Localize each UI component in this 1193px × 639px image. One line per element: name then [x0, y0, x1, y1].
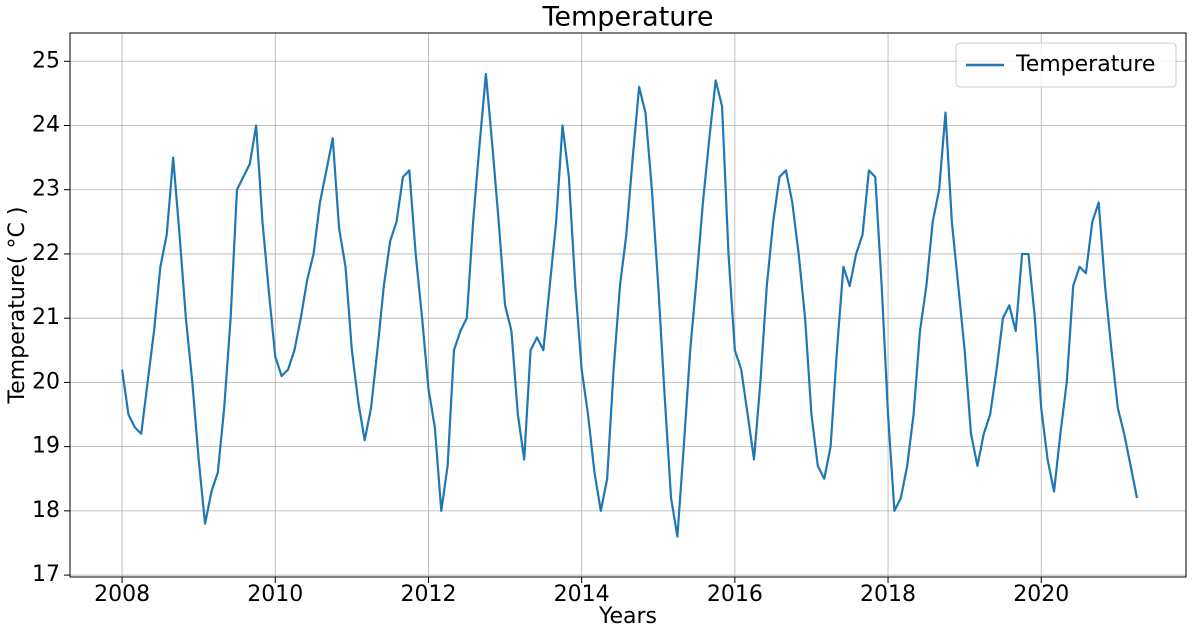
data-line	[121, 73, 1139, 538]
x-tick-label: 2020	[1013, 582, 1069, 607]
legend-label: Temperature	[1015, 52, 1155, 77]
x-tick-label: 2010	[247, 582, 303, 607]
y-tick-label: 21	[32, 305, 60, 330]
chart-title: Temperature	[541, 2, 713, 33]
y-axis-label: Temperature( °C )	[5, 207, 30, 405]
x-tick-label: 2014	[554, 582, 610, 607]
x-axis-label: Years	[598, 604, 657, 629]
y-tick-label: 23	[32, 177, 60, 202]
x-tick-label: 2012	[400, 582, 456, 607]
y-tick-label: 17	[32, 562, 60, 587]
plot-frame	[69, 32, 1187, 578]
x-tick-label: 2016	[707, 582, 763, 607]
y-tick-label: 18	[32, 498, 60, 523]
y-tick-label: 25	[32, 48, 60, 73]
legend-box	[955, 42, 1177, 88]
y-tick-label: 24	[32, 112, 60, 137]
y-tick-label: 22	[32, 241, 60, 266]
y-tick-label: 20	[32, 369, 60, 394]
x-tick-label: 2008	[94, 582, 150, 607]
y-tick-label: 19	[32, 434, 60, 459]
x-tick-label: 2018	[860, 582, 916, 607]
